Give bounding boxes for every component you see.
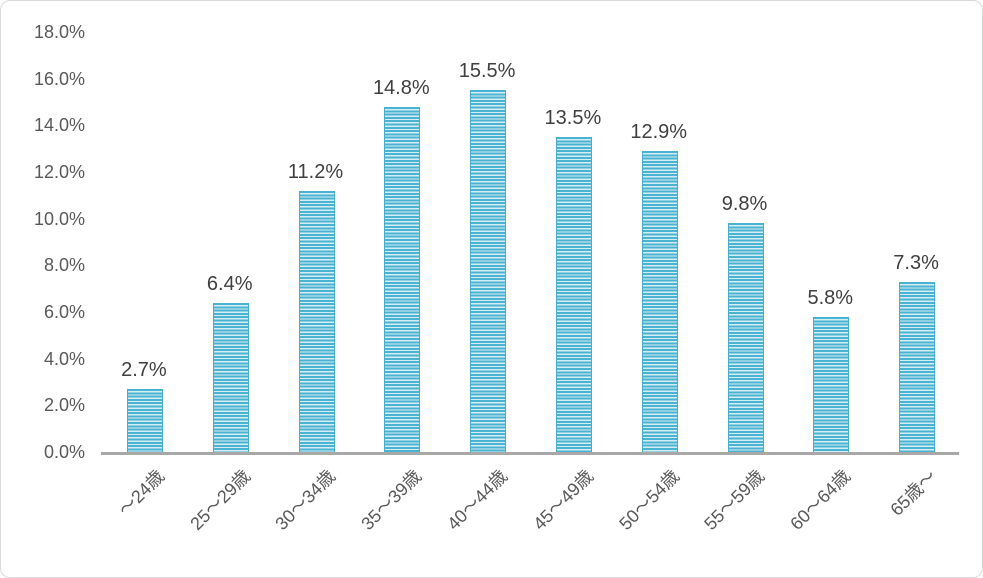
bar-data-label: 7.3%: [893, 251, 939, 274]
x-axis-category-label: 25～29歳: [185, 466, 254, 534]
x-axis-category-label: 60～64歳: [786, 466, 855, 534]
bar-data-label: 6.4%: [206, 272, 253, 295]
bar-data-label: 9.8%: [721, 193, 768, 216]
y-axis-tick-label: 14.0%: [33, 115, 85, 136]
y-axis-tick-label: 2.0%: [43, 395, 85, 416]
bar-data-label: 11.2%: [287, 160, 344, 183]
bar: [727, 223, 764, 452]
bar: [298, 190, 335, 452]
y-axis-tick-label: 12.0%: [33, 162, 85, 182]
bar-data-label: 5.8%: [807, 286, 854, 309]
x-axis-category-label: 35～39歳: [357, 466, 426, 534]
x-axis-line: [101, 452, 959, 455]
y-axis-tick-label: 0.0%: [43, 442, 85, 462]
bar: [126, 389, 163, 452]
x-axis-category-label: 30～34歳: [271, 466, 340, 534]
bar-data-label: 15.5%: [458, 60, 516, 83]
bar-data-label: 2.7%: [121, 359, 167, 381]
bar: [212, 302, 249, 452]
x-axis-category-label: 65歳～: [886, 466, 941, 520]
x-axis-category-label: 45～49歳: [529, 466, 598, 534]
x-axis-category-label: ～24歳: [114, 466, 169, 520]
y-axis-tick-label: 16.0%: [33, 68, 85, 89]
bar: [641, 151, 678, 452]
bar-data-label: 14.8%: [372, 76, 430, 99]
y-axis-tick-label: 6.0%: [43, 302, 85, 322]
bar-data-label: 13.5%: [544, 107, 602, 129]
bar: [555, 137, 592, 452]
bar: [470, 90, 507, 452]
y-axis-tick-label: 8.0%: [43, 255, 85, 276]
bar: [899, 281, 936, 452]
x-axis-category-label: 55～59歳: [700, 466, 769, 534]
y-axis-tick-label: 10.0%: [33, 208, 85, 229]
bar: [813, 316, 850, 452]
y-axis-tick-label: 18.0%: [33, 22, 85, 42]
y-axis-tick-label: 4.0%: [43, 348, 85, 369]
x-axis-category-label: 40～44歳: [443, 466, 512, 534]
bar: [384, 106, 421, 452]
bar-data-label: 12.9%: [630, 121, 688, 143]
x-axis-category-label: 50～54歳: [614, 466, 683, 534]
